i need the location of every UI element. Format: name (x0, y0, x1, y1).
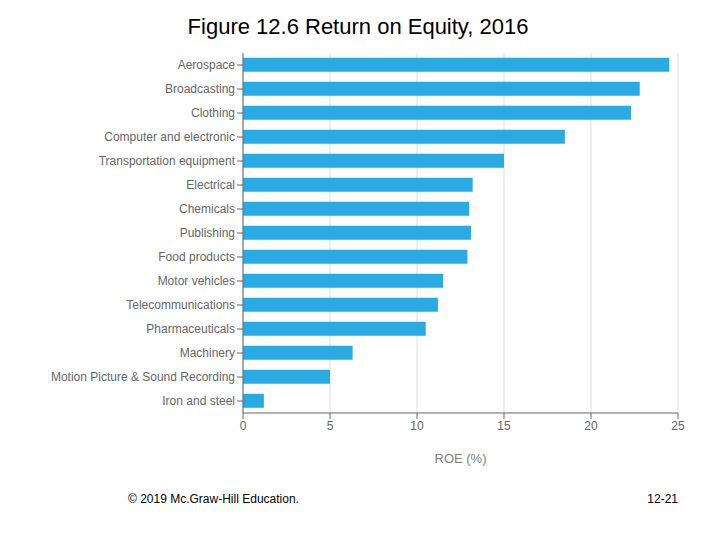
svg-text:Food products: Food products (158, 250, 235, 264)
svg-text:0: 0 (240, 419, 247, 433)
svg-text:25: 25 (671, 419, 685, 433)
html-text:© 2019 Mc.Graw-Hill Education.: © 2019 Mc.Graw-Hill Education. (128, 492, 299, 506)
svg-text:Motion Picture & Sound Recordi: Motion Picture & Sound Recording (51, 370, 235, 384)
svg-text:20: 20 (584, 419, 598, 433)
svg-text:10: 10 (410, 419, 424, 433)
svg-text:Machinery: Machinery (180, 346, 235, 360)
svg-text:Aerospace: Aerospace (178, 58, 236, 72)
svg-text:Chemicals: Chemicals (179, 202, 235, 216)
svg-text:Iron and steel: Iron and steel (162, 394, 235, 408)
svg-text:15: 15 (497, 419, 511, 433)
svg-text:Clothing: Clothing (191, 106, 235, 120)
svg-text:Publishing: Publishing (180, 226, 235, 240)
svg-text:Pharmaceuticals: Pharmaceuticals (146, 322, 235, 336)
svg-text:Broadcasting: Broadcasting (165, 82, 235, 96)
html-text:12-21: 12-21 (647, 492, 678, 506)
svg-text:Computer and electronic: Computer and electronic (104, 130, 235, 144)
svg-text:Transportation equipment: Transportation equipment (99, 154, 236, 168)
html-text:Figure 12.6 Return on Equity,: Figure 12.6 Return on Equity, 2016 (187, 14, 529, 39)
svg-text:Telecommunications: Telecommunications (126, 298, 235, 312)
svg-text:Motor vehicles: Motor vehicles (158, 274, 235, 288)
svg-text:ROE (%): ROE (%) (435, 451, 487, 466)
svg-text:Electrical: Electrical (186, 178, 235, 192)
svg-text:5: 5 (327, 419, 334, 433)
